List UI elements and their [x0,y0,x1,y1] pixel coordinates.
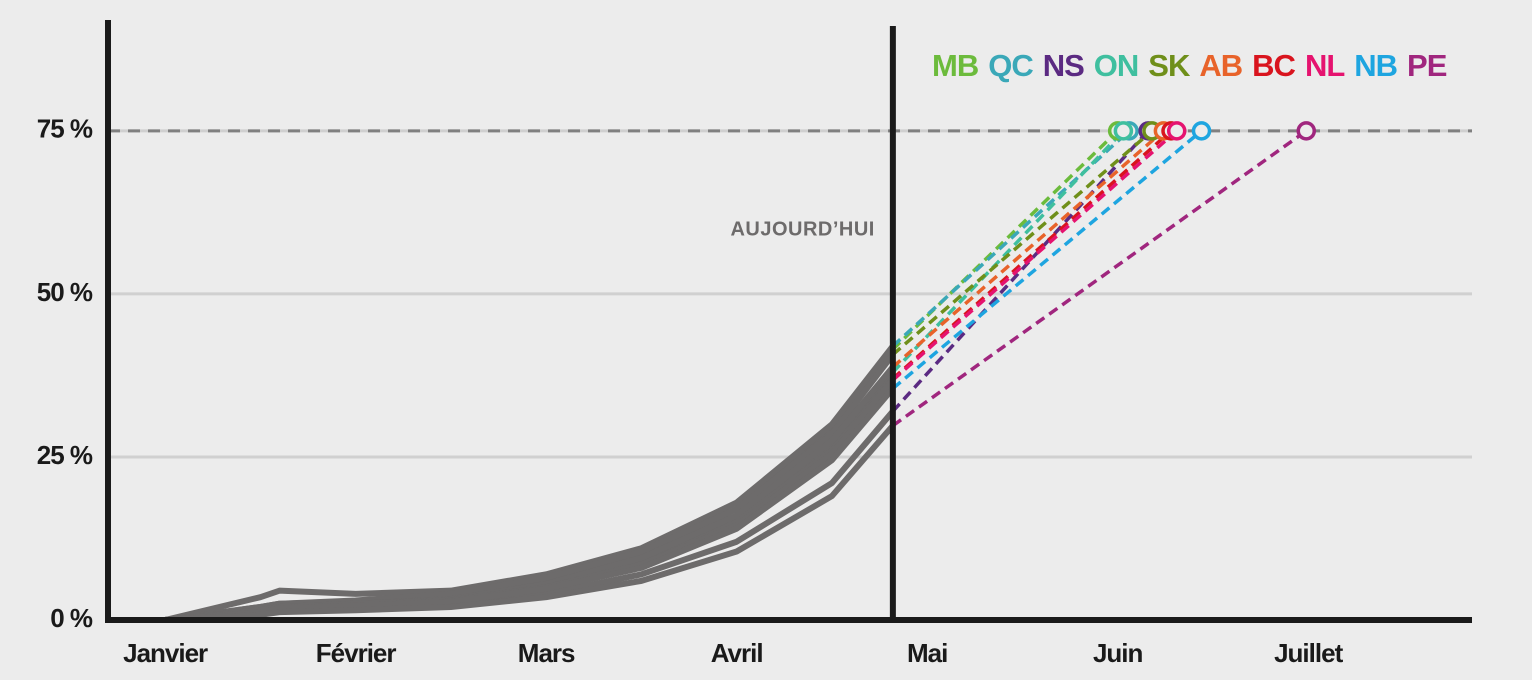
target-point [1191,121,1212,141]
legend-entry: NB [1354,48,1397,83]
target-point [1296,121,1317,141]
history-line [164,423,896,623]
y-tick-label: 75 % [37,114,93,144]
x-tick-label: Février [316,638,397,668]
x-tick-label: Juillet [1274,638,1343,668]
projection-line [891,129,1119,351]
legend-entry: BC [1252,48,1295,83]
history-line [164,386,896,623]
legend-entry: SK [1148,48,1191,83]
legend-entry: NL [1305,48,1344,83]
x-tick-label: Mai [907,638,947,668]
projection-line [891,129,1131,348]
x-tick-label: Avril [711,638,763,668]
y-tick-label: 25 % [37,440,93,470]
legend-entry: AB [1199,48,1242,83]
projection-line [891,129,1150,413]
projection-line [891,129,1165,369]
projection-line [891,129,1203,390]
y-tick-label: 50 % [37,277,93,307]
x-tick-label: Juin [1093,638,1143,668]
x-tick-label: Mars [518,638,575,668]
history-line [164,352,896,623]
projection-line [891,129,1154,356]
target-point [1166,121,1187,141]
legend-entry: MB [932,48,978,83]
projection-line [891,129,1173,381]
legend-entry: NS [1043,48,1084,83]
x-tick-label: Janvier [123,638,208,668]
legend-entry: ON [1094,48,1139,83]
legend-entry: PE [1407,48,1447,83]
target-point [1113,121,1134,141]
y-tick-label: 0 % [50,603,93,633]
projection-line [891,129,1308,428]
annotation: AUJOURD’HUI [730,218,874,240]
legend-entry: QC [988,48,1033,83]
history-line [164,344,896,623]
